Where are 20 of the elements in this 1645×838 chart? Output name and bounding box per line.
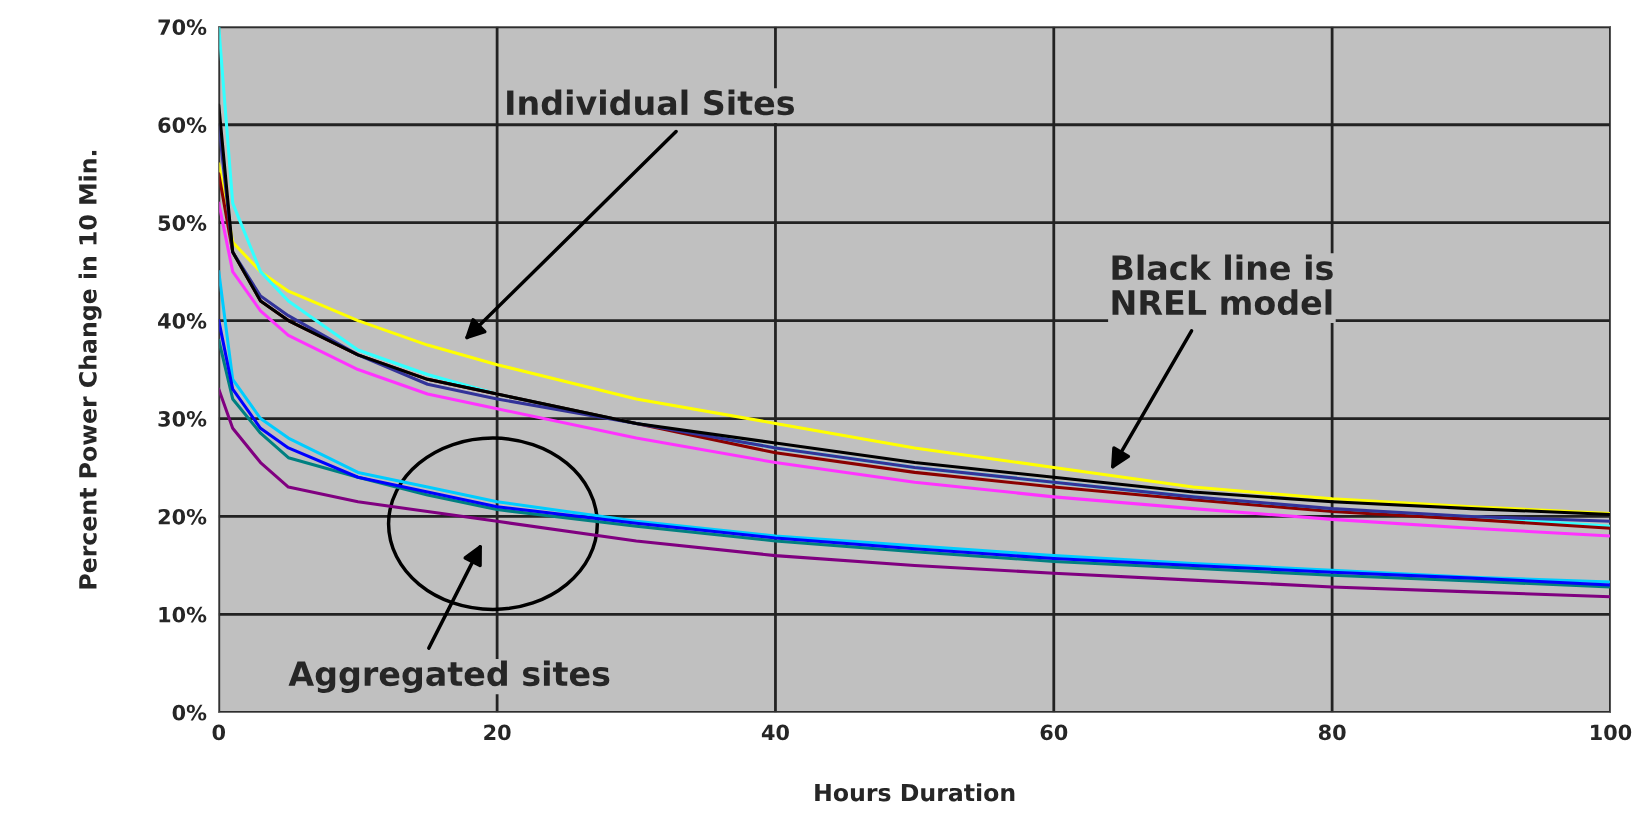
y-tick-label: 50% xyxy=(158,215,207,231)
y-axis-title: Percent Power Change in 10 Min. xyxy=(78,150,102,589)
x-tick-label: 80 xyxy=(1318,724,1346,741)
x-tick-label: 20 xyxy=(484,724,511,741)
x-tick-label: 60 xyxy=(1040,724,1068,741)
annotation: Black line is NREL model xyxy=(1112,254,1333,316)
line-series xyxy=(218,387,1611,599)
annotation: Aggregated sites xyxy=(288,660,610,693)
x-tick-label: 0 xyxy=(212,724,226,741)
y-tick-label: 0% xyxy=(172,704,207,721)
y-tick-label: 20% xyxy=(158,508,207,525)
annotation: Individual Sites xyxy=(507,89,794,116)
y-tick-label: 70% xyxy=(158,19,207,36)
y-tick-label: 30% xyxy=(158,410,207,427)
y-tick-label: 60% xyxy=(158,117,207,133)
x-tick-label: 40 xyxy=(761,724,789,741)
y-tick-label: 10% xyxy=(159,606,207,623)
x-tick-label: 100 xyxy=(1591,724,1632,741)
x-axis-title: Hours Duration xyxy=(815,783,1015,802)
y-tick-label: 40% xyxy=(158,313,207,329)
